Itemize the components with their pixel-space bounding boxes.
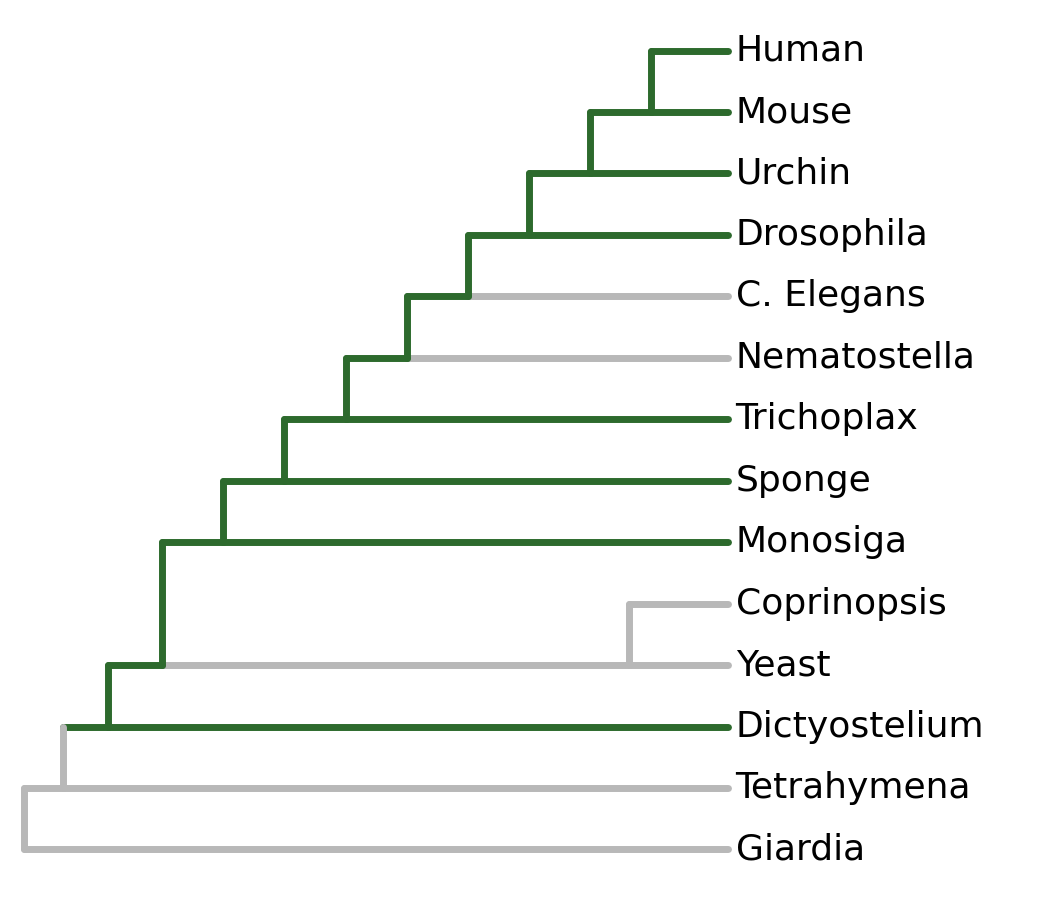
Text: Sponge: Sponge — [735, 464, 872, 498]
Text: Mouse: Mouse — [735, 95, 853, 129]
Text: Drosophila: Drosophila — [735, 218, 928, 252]
Text: C. Elegans: C. Elegans — [735, 279, 925, 313]
Text: Trichoplax: Trichoplax — [735, 402, 918, 436]
Text: Urchin: Urchin — [735, 157, 852, 191]
Text: Coprinopsis: Coprinopsis — [735, 587, 946, 621]
Text: Nematostella: Nematostella — [735, 341, 976, 374]
Text: Human: Human — [735, 33, 865, 68]
Text: Dictyostelium: Dictyostelium — [735, 709, 984, 743]
Text: Yeast: Yeast — [735, 648, 830, 682]
Text: Tetrahymena: Tetrahymena — [735, 771, 971, 805]
Text: Monosiga: Monosiga — [735, 526, 907, 559]
Text: Giardia: Giardia — [735, 832, 864, 867]
